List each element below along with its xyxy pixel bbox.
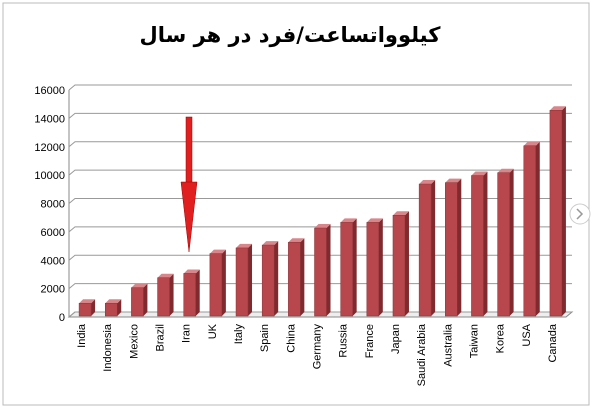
bar-top — [497, 168, 514, 173]
chart-title: کیلوواتساعت/فرد در هر سال — [140, 23, 442, 47]
x-tick-label: India — [76, 323, 88, 348]
bar-side — [300, 238, 305, 316]
bar — [183, 273, 196, 317]
arrow-head — [180, 181, 198, 253]
y-tick-label: 4000 — [41, 255, 65, 267]
x-tick-label: Canada — [547, 323, 559, 362]
x-tick-label: Australia — [442, 323, 454, 367]
y-tick-label: 10000 — [34, 170, 65, 182]
bar-top — [366, 218, 383, 223]
bar-top — [392, 211, 409, 216]
x-tick-label: Brazil — [155, 324, 167, 352]
bar-top — [314, 224, 331, 229]
x-tick-label: Iran — [181, 324, 193, 343]
x-tick-label: Saudi Arabia — [416, 323, 428, 386]
bar-side — [248, 243, 253, 316]
bar — [523, 145, 537, 317]
bar — [235, 247, 249, 317]
x-tick-label: Spain — [259, 324, 271, 352]
x-tick-label: France — [364, 324, 376, 358]
arrow-shaft — [185, 116, 193, 188]
bar — [288, 241, 301, 317]
bar-side — [457, 178, 462, 316]
scroll-button[interactable] — [569, 203, 591, 225]
bar-top — [262, 241, 279, 246]
x-tick-label: Mexico — [128, 324, 140, 359]
y-tick-label: 8000 — [41, 199, 65, 211]
bar-side — [169, 273, 174, 316]
x-tick-label: Indonesia — [102, 323, 114, 372]
bar-top — [419, 180, 436, 185]
bar-side — [143, 283, 148, 316]
x-tick-label: UK — [207, 323, 219, 339]
bar — [549, 110, 563, 317]
x-tick-label: Russia — [338, 323, 350, 358]
bar-top — [445, 178, 462, 183]
bar-side — [274, 241, 279, 316]
bar-top — [340, 218, 357, 223]
grid-line — [68, 112, 572, 119]
chart-frame — [2, 2, 590, 406]
bar — [340, 222, 353, 317]
y-tick-label: 6000 — [41, 227, 65, 239]
bar — [445, 182, 458, 317]
y-tick-label: 12000 — [34, 142, 65, 154]
x-tick-label: USA — [521, 323, 533, 346]
bar-side — [561, 106, 566, 316]
bar-top — [471, 171, 488, 176]
bar-side — [352, 218, 357, 316]
x-tick-label: Taiwan — [468, 324, 480, 358]
bar — [78, 302, 92, 317]
bar-top — [79, 299, 96, 304]
bar-top — [183, 269, 200, 274]
x-tick-label: Korea — [495, 323, 507, 353]
bar-side — [221, 249, 226, 316]
bar — [418, 183, 432, 317]
bar-side — [378, 218, 383, 316]
bar — [261, 244, 275, 317]
y-tick-label: 0 — [59, 312, 65, 324]
bar — [131, 287, 144, 317]
bar-top — [523, 141, 540, 146]
bar-side — [195, 269, 200, 316]
bar — [497, 172, 510, 317]
bar — [471, 175, 484, 317]
y-tick-label: 16000 — [34, 85, 65, 97]
scroll-icon — [576, 208, 584, 220]
grid-line — [68, 198, 572, 204]
x-tick-label: Japan — [390, 324, 402, 354]
bar-top — [288, 238, 305, 243]
y-tick-label: 2000 — [41, 284, 65, 296]
bar-top — [157, 273, 174, 278]
bar-top — [105, 299, 122, 304]
bar — [366, 222, 380, 317]
bar-top — [209, 249, 226, 254]
bar-top — [131, 283, 148, 288]
x-tick-label: China — [285, 323, 297, 353]
bar-side — [535, 141, 540, 316]
x-tick-label: Italy — [233, 324, 245, 345]
x-tick-label: Germany — [312, 324, 324, 370]
bar — [209, 253, 223, 317]
bar-side — [404, 211, 409, 316]
grid-line — [68, 169, 572, 176]
bar-side — [91, 299, 96, 316]
bar-side — [431, 180, 436, 316]
bar-top — [236, 243, 253, 248]
bar — [157, 277, 170, 317]
y-tick-label: 14000 — [34, 113, 65, 125]
grid-line — [68, 84, 572, 91]
bar-side — [483, 171, 488, 316]
bar — [104, 302, 118, 317]
grid-line — [68, 141, 572, 148]
bar — [314, 227, 327, 317]
bar-side — [117, 299, 122, 316]
bar — [392, 215, 406, 317]
bar-side — [326, 224, 331, 316]
bar-side — [509, 168, 514, 316]
bar-top — [549, 106, 566, 111]
